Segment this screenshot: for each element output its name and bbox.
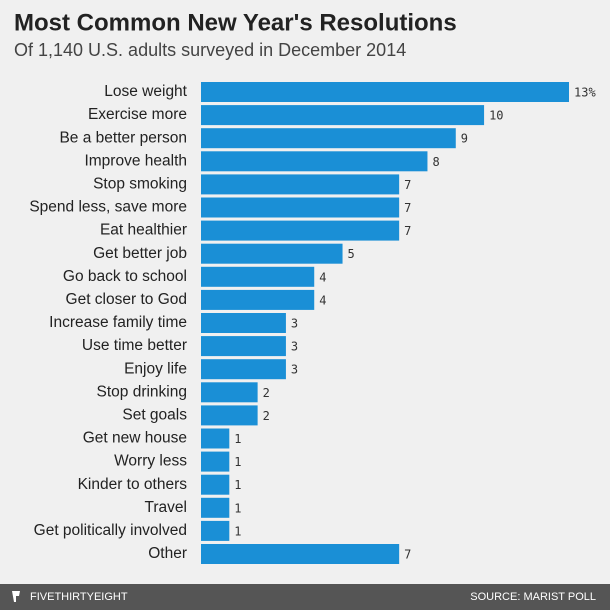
value-label: 7 — [404, 178, 411, 192]
brand: FIVETHIRTYEIGHT — [30, 591, 128, 603]
brand-icon — [12, 591, 20, 602]
bar — [201, 266, 315, 287]
value-label: 1 — [234, 524, 241, 538]
value-label: 1 — [234, 455, 241, 469]
chart-title: Most Common New Year's Resolutions — [14, 9, 457, 36]
category-label: Kinder to others — [78, 476, 188, 493]
value-label: 9 — [461, 132, 468, 146]
bar — [201, 174, 400, 195]
bar — [201, 544, 400, 564]
source: SOURCE: MARIST POLL — [470, 591, 596, 603]
category-label: Enjoy life — [124, 360, 187, 377]
category-label: Stop drinking — [97, 383, 187, 400]
bar — [201, 520, 230, 541]
value-label: 1 — [234, 478, 241, 492]
category-label: Increase family time — [49, 314, 187, 331]
category-label: Exercise more — [88, 106, 187, 123]
bar — [201, 197, 400, 218]
value-label: 4 — [319, 270, 326, 284]
category-label: Go back to school — [63, 268, 187, 285]
value-label: 4 — [319, 293, 326, 307]
bar — [201, 82, 569, 102]
category-label: Get better job — [93, 245, 187, 262]
bar — [201, 474, 230, 495]
value-label: 5 — [348, 247, 355, 261]
value-label: 13% — [574, 86, 596, 100]
bar — [201, 382, 258, 403]
category-label: Use time better — [82, 337, 187, 354]
category-label: Other — [148, 545, 187, 562]
bar — [201, 220, 400, 241]
bar — [201, 336, 286, 357]
category-label: Travel — [145, 499, 188, 516]
bar — [201, 451, 230, 472]
bar — [201, 359, 286, 380]
bar — [201, 151, 428, 172]
bar — [201, 243, 343, 264]
value-label: 2 — [263, 386, 270, 400]
bar — [201, 428, 230, 449]
bar — [201, 497, 230, 518]
value-label: 3 — [291, 363, 298, 377]
value-label: 8 — [432, 155, 439, 169]
value-label: 3 — [291, 317, 298, 331]
chart-subtitle: Of 1,140 U.S. adults surveyed in Decembe… — [14, 40, 406, 60]
bar — [201, 128, 456, 149]
value-label: 7 — [404, 201, 411, 215]
value-label: 7 — [404, 224, 411, 238]
category-label: Be a better person — [59, 129, 187, 146]
bar — [201, 405, 258, 426]
category-label: Lose weight — [104, 83, 187, 100]
category-label: Get closer to God — [66, 291, 187, 308]
value-label: 1 — [234, 432, 241, 446]
value-label: 10 — [489, 109, 503, 123]
category-label: Improve health — [84, 152, 187, 169]
category-label: Stop smoking — [93, 175, 187, 192]
category-label: Spend less, save more — [29, 199, 187, 216]
category-label: Get politically involved — [34, 522, 187, 539]
category-label: Get new house — [83, 430, 187, 447]
value-label: 2 — [263, 409, 270, 423]
category-label: Eat healthier — [100, 222, 187, 239]
bar — [201, 289, 315, 310]
bar — [201, 105, 485, 126]
category-label: Worry less — [114, 453, 187, 470]
footer-bar — [0, 584, 610, 610]
value-label: 3 — [291, 340, 298, 354]
value-label: 7 — [404, 548, 411, 562]
category-label: Set goals — [122, 406, 187, 423]
bar — [201, 313, 286, 333]
value-label: 1 — [234, 501, 241, 515]
